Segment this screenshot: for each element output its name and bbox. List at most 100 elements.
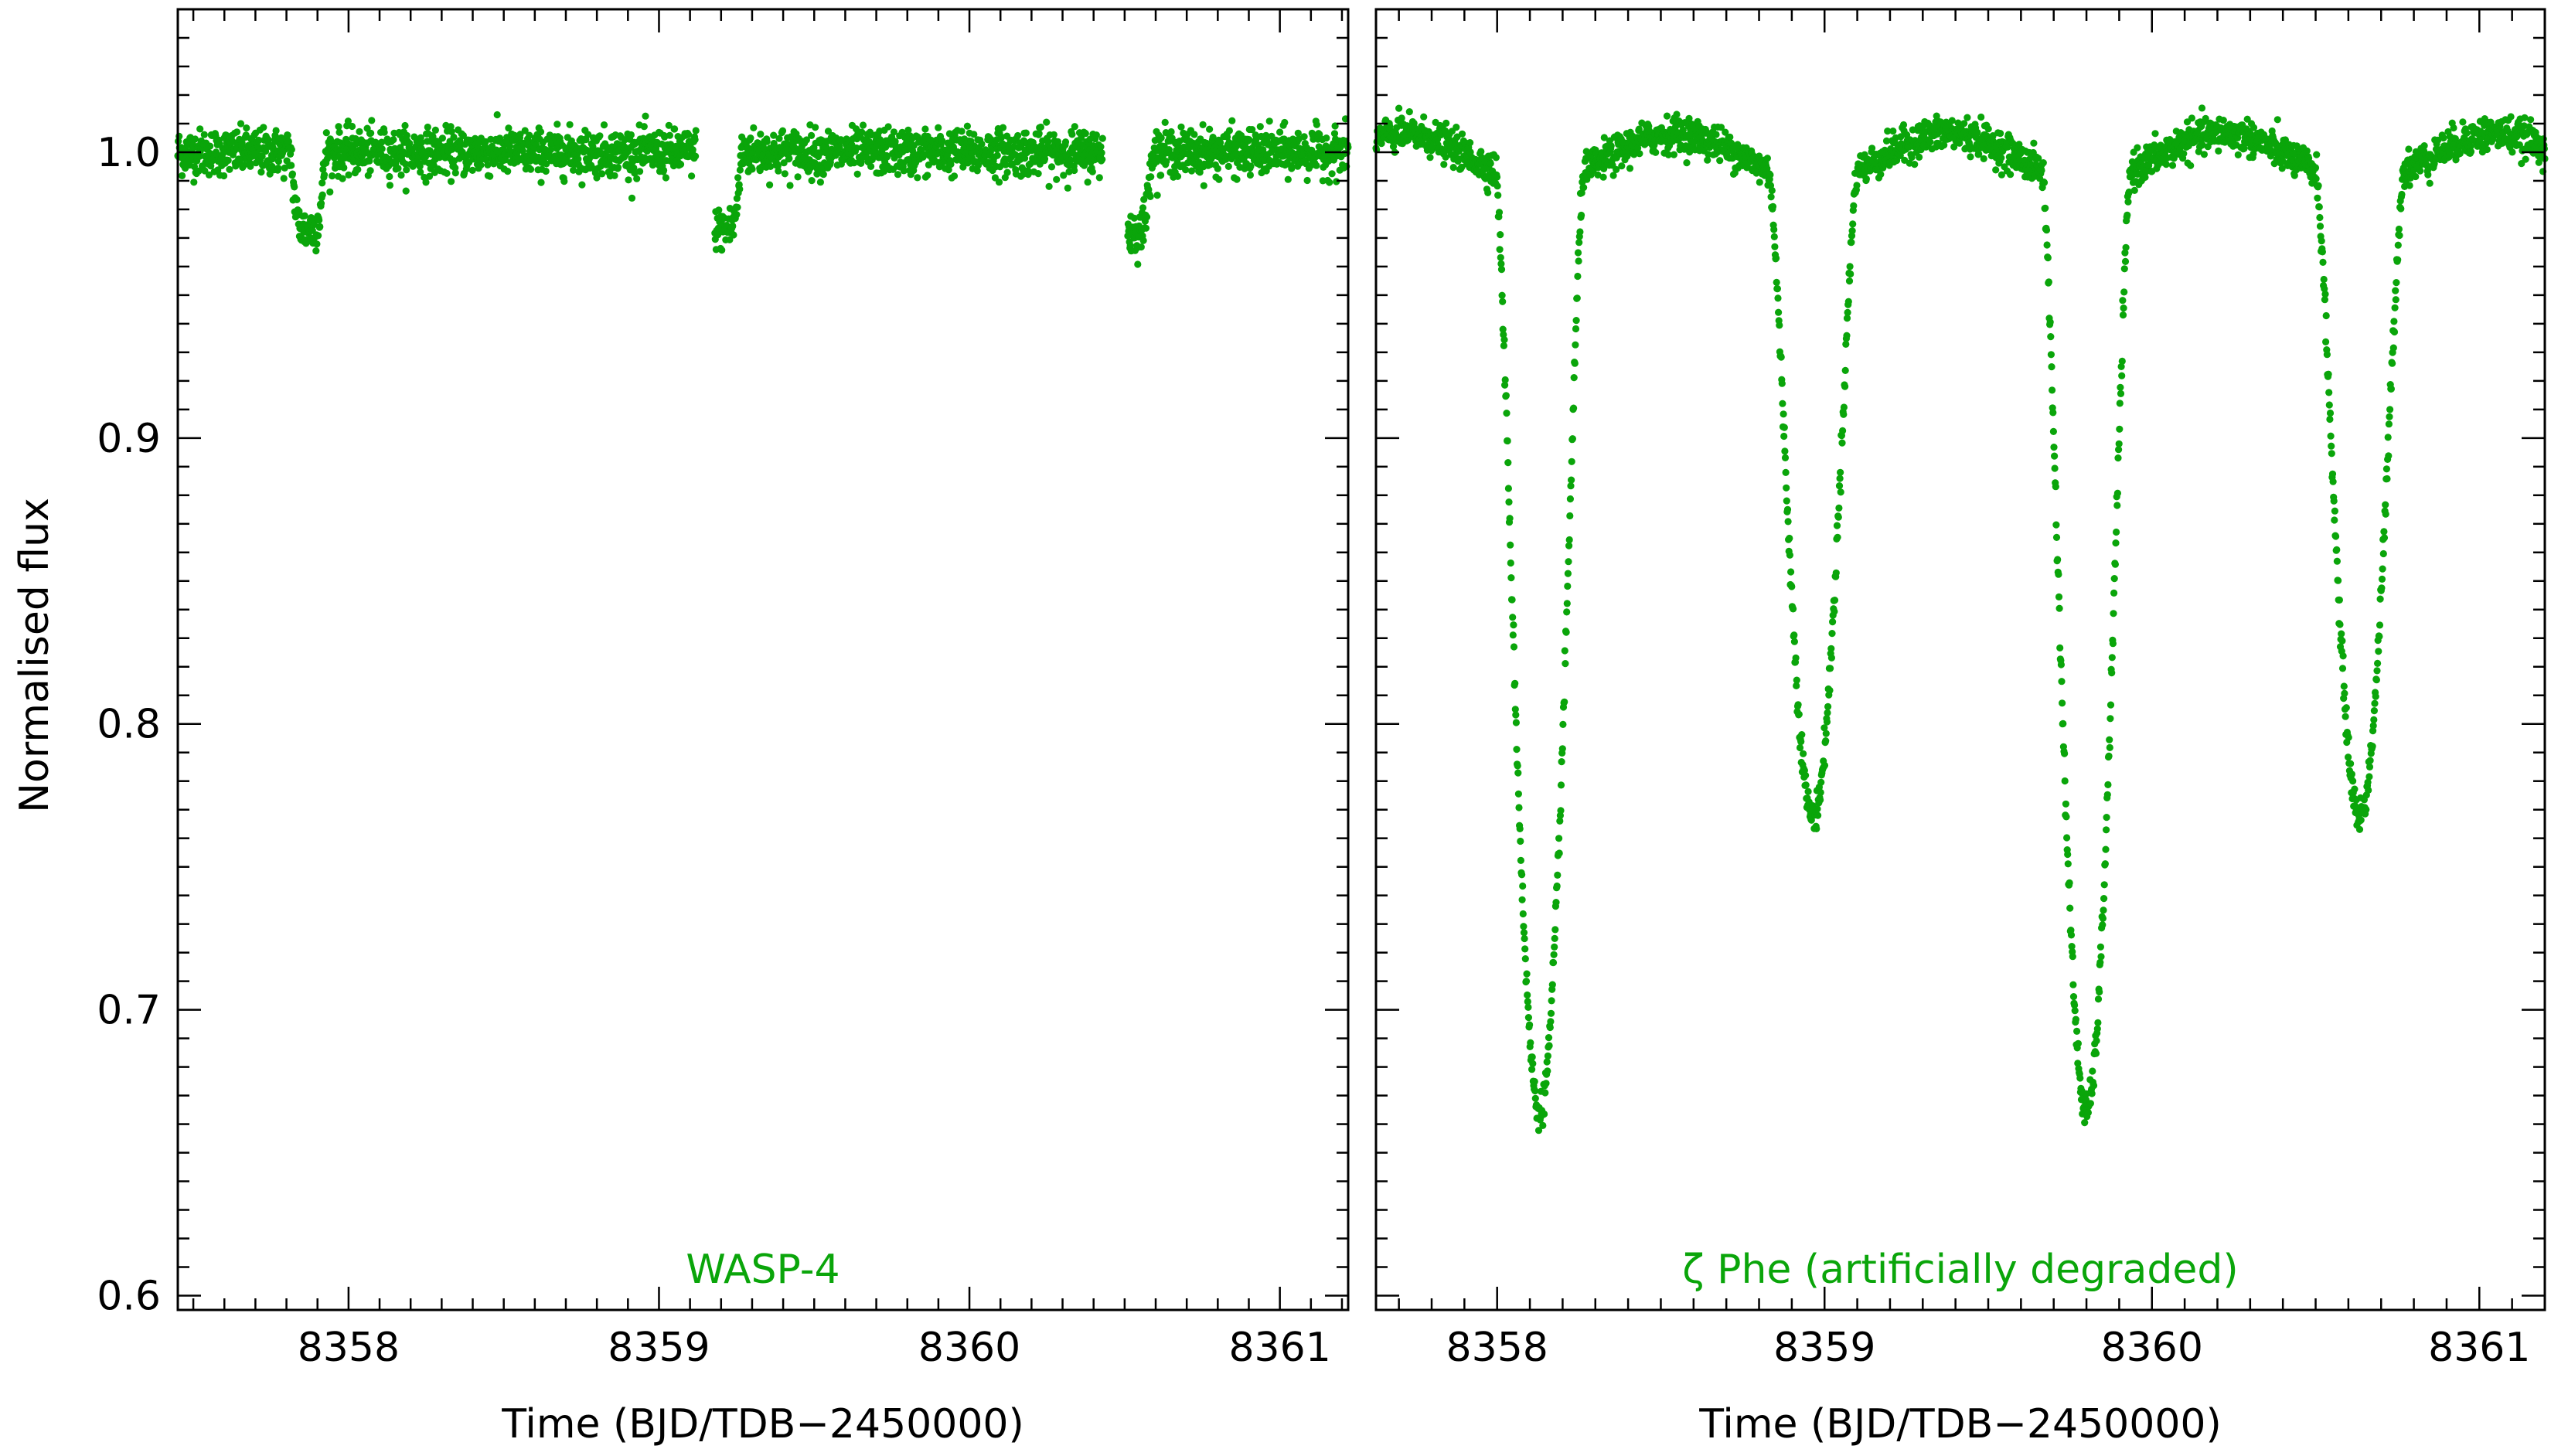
data-point	[853, 170, 861, 178]
data-point	[1837, 468, 1844, 476]
data-point	[224, 156, 232, 165]
data-point	[1173, 172, 1182, 180]
data-point	[1146, 192, 1154, 200]
data-point	[1911, 161, 1919, 168]
data-point	[2328, 442, 2335, 450]
panel-wasp4-annotation: WASP-4	[686, 1247, 840, 1293]
data-point	[191, 135, 199, 143]
data-point	[1555, 835, 1563, 842]
data-point	[627, 131, 635, 139]
data-point	[2326, 409, 2335, 417]
data-point	[1550, 951, 1558, 958]
data-point	[2109, 640, 2117, 648]
data-point	[1574, 249, 1582, 257]
data-point	[2386, 413, 2393, 420]
data-point	[1568, 458, 1575, 465]
data-point	[1636, 150, 1643, 158]
data-point	[526, 165, 535, 173]
data-point	[417, 168, 424, 176]
data-point	[506, 142, 514, 150]
data-point	[1524, 991, 1531, 999]
data-point	[367, 129, 375, 137]
data-point	[2117, 390, 2125, 397]
data-point	[1561, 647, 1568, 655]
data-point	[1549, 958, 1558, 967]
data-point	[1558, 745, 1566, 753]
data-point	[284, 131, 291, 139]
data-point	[1508, 596, 1516, 604]
data-point	[335, 123, 342, 131]
data-point	[1557, 807, 1565, 815]
data-point	[1793, 676, 1800, 684]
data-point	[394, 165, 402, 172]
data-point	[2073, 1027, 2081, 1035]
data-point	[2119, 297, 2127, 304]
data-point	[403, 131, 410, 139]
data-point	[1573, 294, 1581, 302]
data-point	[348, 122, 356, 131]
data-point	[649, 162, 657, 169]
data-point	[2376, 632, 2383, 641]
data-point	[288, 145, 295, 154]
data-point	[666, 131, 674, 139]
data-point	[2321, 291, 2329, 298]
data-point	[519, 147, 527, 155]
data-point	[2130, 186, 2138, 194]
data-point	[1712, 131, 1720, 138]
data-point	[258, 152, 266, 160]
data-point	[339, 175, 346, 182]
data-point	[692, 127, 700, 134]
data-point	[947, 160, 955, 168]
y-tick-label: 0.8	[97, 702, 161, 748]
data-point	[2055, 593, 2063, 601]
data-point	[2120, 288, 2128, 296]
data-point	[1607, 142, 1615, 150]
data-point	[190, 163, 198, 171]
data-point	[2328, 450, 2335, 458]
data-point	[642, 112, 649, 120]
data-point	[448, 178, 455, 185]
data-point	[542, 167, 550, 175]
data-point	[1790, 631, 1798, 639]
data-point	[2115, 440, 2123, 447]
data-point	[2122, 243, 2130, 251]
data-point	[1524, 1014, 1532, 1022]
data-point	[1833, 522, 1841, 529]
data-point	[883, 153, 891, 161]
data-point	[1839, 427, 1847, 435]
data-point	[816, 179, 824, 186]
data-point	[1795, 710, 1803, 718]
data-point	[401, 121, 409, 130]
data-point	[1513, 746, 1521, 754]
data-point	[1548, 997, 1555, 1005]
data-point	[998, 133, 1006, 141]
data-point	[2162, 161, 2170, 168]
data-point	[1831, 597, 1839, 604]
data-point	[255, 136, 263, 145]
data-point	[2380, 528, 2388, 536]
data-point	[1756, 179, 1763, 186]
data-point	[2067, 931, 2076, 939]
data-point	[1576, 228, 1584, 236]
data-point	[1572, 317, 1580, 325]
data-point	[2117, 383, 2124, 391]
data-point	[1926, 138, 1934, 146]
data-point	[536, 128, 545, 136]
data-point	[1572, 325, 1580, 333]
data-point	[2093, 1037, 2100, 1045]
data-point	[2168, 162, 2177, 169]
data-point	[2273, 116, 2281, 124]
data-point	[1794, 701, 1802, 709]
data-point	[2110, 610, 2117, 617]
data-point	[425, 172, 434, 180]
data-point	[1780, 424, 1788, 431]
data-point	[1779, 400, 1786, 407]
data-point	[1562, 660, 1569, 668]
data-point	[2074, 1039, 2082, 1047]
data-point	[781, 170, 788, 178]
data-point	[1520, 923, 1528, 930]
data-point	[2076, 1074, 2084, 1082]
data-point	[1802, 781, 1810, 789]
data-point	[2090, 1082, 2098, 1090]
